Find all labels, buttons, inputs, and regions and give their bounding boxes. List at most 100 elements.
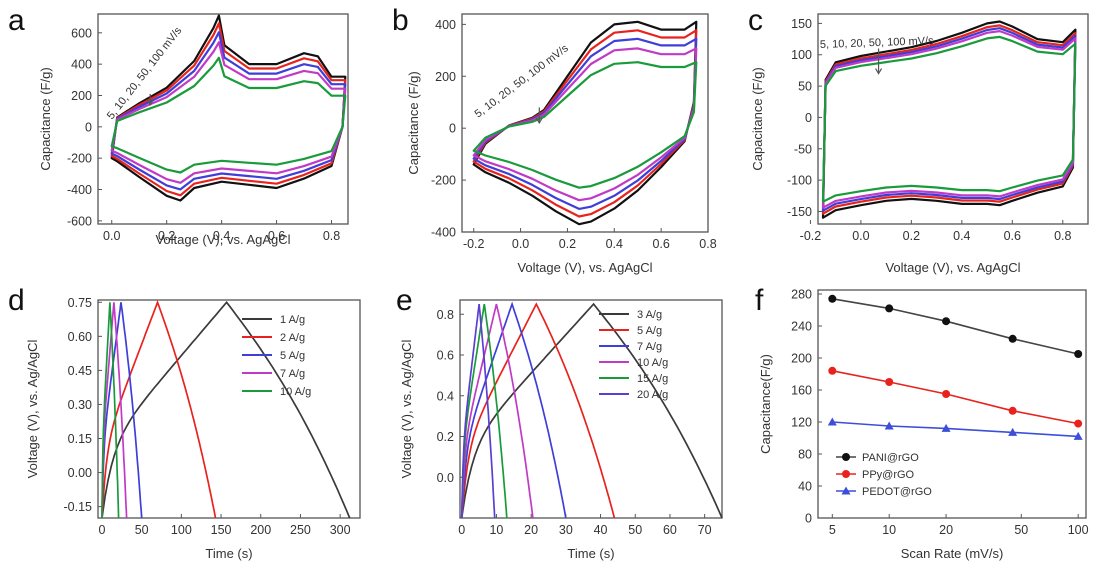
data-point <box>1074 419 1083 428</box>
y-tick-label: 50 <box>798 80 812 94</box>
gcd-curve-2 <box>460 302 616 519</box>
x-axis-label: Voltage (V), vs. AgAgCl <box>885 260 1020 275</box>
y-tick-label: 0.60 <box>68 330 92 344</box>
legend-label: 10 A/g <box>280 386 311 398</box>
y-tick-label: 240 <box>791 320 812 334</box>
panel-d: d 0 50 100 150 200 250 300 -0.15 0.00 0.15 0.30 0.45… <box>8 284 361 561</box>
panel-letter: c <box>748 4 763 37</box>
y-tick-label: 0.30 <box>68 398 92 412</box>
y-tick-label: 200 <box>435 70 456 84</box>
rate-line-2 <box>832 370 1079 425</box>
gcd-curve-1 <box>101 300 351 519</box>
x-tick-label: 0.8 <box>1054 229 1071 243</box>
legend-label: PEDOT@rGO <box>862 486 932 498</box>
plot-frame <box>97 13 349 225</box>
legend-label: 10 A/g <box>637 357 668 369</box>
gcd-curve-3 <box>460 301 567 519</box>
gcd-curve-5 <box>460 303 508 519</box>
y-tick-label: -200 <box>67 152 92 166</box>
legend-label: 2 A/g <box>280 332 305 344</box>
legend-label: PPy@rGO <box>862 469 915 481</box>
y-tick-label: 0.0 <box>437 471 454 485</box>
x-tick-label: 0.0 <box>512 237 529 251</box>
data-point <box>1008 427 1018 436</box>
y-tick-label: 0.75 <box>68 296 92 310</box>
cv-loop-4 <box>821 30 1077 209</box>
gcd-curve-5 <box>101 302 120 519</box>
y-tick-label: 0.45 <box>68 364 92 378</box>
x-tick-label: 70 <box>698 523 712 537</box>
gcd-curve-1 <box>460 302 723 519</box>
x-tick-label: 0.4 <box>606 237 623 251</box>
cv-loop-5 <box>110 56 347 174</box>
y-tick-label: 0.15 <box>68 432 92 446</box>
panel-b: b -0.2 0.0 0.2 0.4 0.6 0.8 -400 -200 0 200 400 Volta… <box>392 4 717 275</box>
data-point <box>1074 350 1083 358</box>
data-point <box>942 390 951 398</box>
legend-label: PANI@rGO <box>862 452 919 464</box>
legend-label: 3 A/g <box>637 309 662 321</box>
y-tick-label: -400 <box>67 183 92 197</box>
x-tick-label: 300 <box>330 523 351 537</box>
x-axis-label: Time (s) <box>567 546 614 561</box>
y-tick-label: 0 <box>449 122 456 136</box>
arrow-head <box>875 68 883 75</box>
x-tick-label: 0.6 <box>1004 229 1021 243</box>
x-tick-label: 10 <box>489 523 503 537</box>
rate-line-3 <box>832 421 1079 438</box>
legend-label: 5 A/g <box>637 325 662 337</box>
cv-loop-5 <box>821 35 1077 203</box>
x-tick-label: 0.8 <box>699 237 716 251</box>
data-point <box>1008 406 1017 415</box>
gcd-curve-4 <box>460 303 534 519</box>
plot-frame <box>817 289 1087 519</box>
cv-loop-1 <box>472 20 698 226</box>
scan-rate-annotation: 5, 10, 20, 50, 100 mV/s <box>820 35 935 51</box>
y-tick-label: 120 <box>791 416 812 430</box>
x-tick-label: 50 <box>135 523 149 537</box>
x-tick-label: 0 <box>98 523 105 537</box>
x-tick-label: 50 <box>628 523 642 537</box>
y-tick-label: 40 <box>798 480 812 494</box>
y-axis-label: Voltage (V), vs. Ag/AgCl <box>25 340 40 479</box>
y-tick-label: -200 <box>431 174 456 188</box>
gcd-curve-4 <box>101 302 128 519</box>
legend-label: 1 A/g <box>280 314 305 326</box>
x-tick-label: 100 <box>1068 523 1089 537</box>
x-tick-label: -0.2 <box>463 237 485 251</box>
y-tick-label: -400 <box>431 226 456 240</box>
panel-letter: a <box>8 4 25 37</box>
y-tick-label: 200 <box>791 352 812 366</box>
data-point <box>885 378 894 386</box>
data-point <box>828 366 837 375</box>
y-axis-label: Capacitance (F/g) <box>406 71 421 174</box>
plot-frame <box>97 299 361 519</box>
panel-letter: b <box>392 4 409 37</box>
y-tick-label: 400 <box>435 18 456 32</box>
y-tick-label: 0 <box>85 120 92 134</box>
x-tick-label: 0.2 <box>903 229 920 243</box>
y-axis-label: Capacitance(F/g) <box>758 354 773 454</box>
panel-letter: e <box>396 284 413 317</box>
cv-loop-4 <box>110 41 347 184</box>
x-tick-label: 0.6 <box>268 229 285 243</box>
x-tick-label: 0 <box>458 523 465 537</box>
x-axis-label: Time (s) <box>205 546 252 561</box>
panel-letter: f <box>755 284 764 317</box>
cv-loop-1 <box>110 14 347 202</box>
data-point <box>941 423 951 432</box>
data-point <box>827 417 837 426</box>
data-point <box>885 304 894 313</box>
panel-a: a 0.0 0.2 0.4 0.6 0.8 -600 -400 -200 0 200 400 600 Vo… <box>8 4 349 247</box>
legend-marker <box>842 470 850 478</box>
x-tick-label: -0.2 <box>800 229 822 243</box>
arrow-head <box>146 99 154 107</box>
x-tick-label: 0.6 <box>652 237 669 251</box>
y-axis-label: Capacitance (F/g) <box>38 67 53 170</box>
data-point <box>1073 431 1083 440</box>
data-point <box>942 317 951 326</box>
cv-loop-2 <box>821 24 1077 215</box>
legend-label: 7 A/g <box>637 341 662 353</box>
y-tick-label: 0 <box>805 111 812 125</box>
panel-c: c -0.2 0.0 0.2 0.4 0.6 0.8 -150 -100 -50 0 50 100 150… <box>748 4 1089 275</box>
